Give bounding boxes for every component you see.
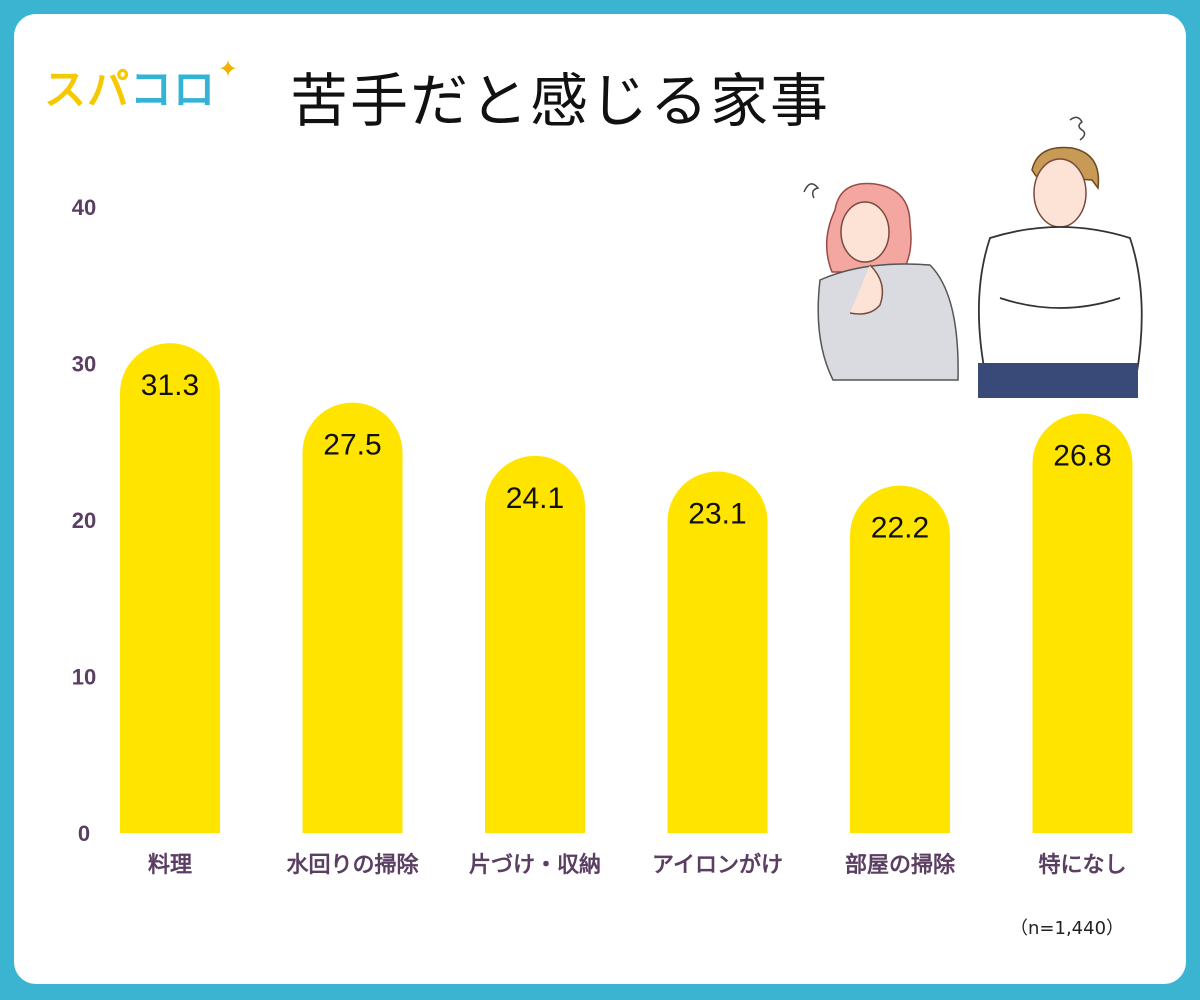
crossed-arms-line [999, 297, 1121, 309]
bar [302, 402, 403, 833]
y-tick-label: 10 [72, 665, 96, 690]
x-category-label: 料理 [148, 853, 192, 878]
x-category-label: アイロンがけ [652, 852, 783, 878]
x-category-label: 片づけ・収納 [469, 852, 601, 878]
thinking-woman-illustration [803, 182, 959, 381]
bar-value-label: 22.2 [871, 512, 929, 545]
bar [485, 455, 585, 833]
y-tick-label: 30 [72, 352, 96, 377]
bar [850, 485, 950, 833]
sparkle-icon: ✦ [218, 54, 240, 83]
hand-shape [849, 264, 884, 315]
face-shape [840, 201, 890, 263]
shirt-shape [978, 226, 1143, 379]
x-category-label: 水回りの掃除 [286, 852, 419, 878]
bar [667, 471, 768, 833]
puzzled-man-illustration [978, 116, 1143, 398]
y-tick-label: 20 [72, 508, 96, 533]
x-category-label: 部屋の掃除 [845, 852, 956, 878]
bar-value-label: 23.1 [688, 497, 746, 530]
confusion-squiggle-icon [1069, 116, 1086, 141]
bar [1032, 413, 1133, 833]
bar-value-label: 31.3 [141, 369, 199, 402]
logo-text-part1: スパ [44, 65, 131, 114]
sweater-shape [817, 263, 959, 381]
y-tick-label: 40 [72, 195, 96, 220]
bar-value-label: 26.8 [1053, 440, 1111, 473]
face-shape [1033, 158, 1087, 228]
confusion-squiggle-icon [803, 183, 820, 199]
x-category-label: 特になし [1038, 852, 1126, 878]
trousers-shape [978, 363, 1138, 398]
brand-logo: スパ コロ ✦ [44, 54, 240, 117]
chart-title: 苦手だと感じる家事 [290, 67, 831, 135]
logo-text-part2: コロ [130, 65, 217, 114]
bar [120, 343, 220, 833]
y-tick-label: 0 [78, 821, 90, 846]
sample-size-note: （n=1,440） [1010, 918, 1125, 939]
bar-value-label: 27.5 [323, 429, 381, 462]
bar-value-label: 24.1 [506, 482, 564, 515]
